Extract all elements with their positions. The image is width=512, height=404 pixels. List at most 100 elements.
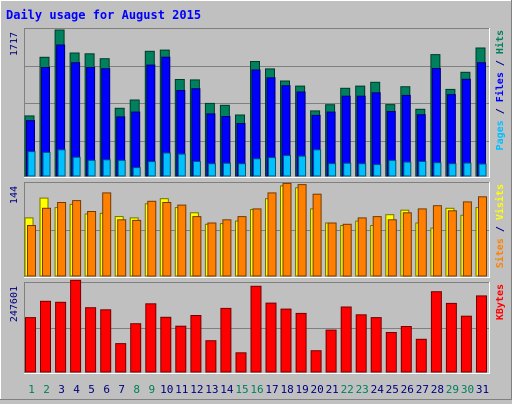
bar-kbytes-day-7 [115, 343, 127, 373]
bar-sites-day-25 [387, 219, 397, 277]
bar-kbytes-day-31 [476, 295, 487, 373]
x-label-day-5: 5 [88, 383, 95, 396]
legend-part: Files [494, 72, 506, 102]
bar-kbytes-day-28 [430, 291, 442, 373]
bar-kbytes-day-5 [85, 307, 97, 373]
x-label-day-19: 19 [295, 383, 308, 396]
x-label-day-15: 15 [235, 383, 248, 396]
bar-sites-day-7 [117, 219, 127, 277]
bar-kbytes-day-12 [190, 315, 202, 373]
bar-kbytes-day-26 [400, 326, 412, 373]
x-label-day-6: 6 [103, 383, 110, 396]
bar-sites-day-4 [72, 200, 82, 277]
bar-sites-day-16 [252, 208, 262, 277]
bar-kbytes-day-9 [145, 303, 157, 373]
bar-kbytes-day-2 [40, 300, 51, 373]
bar-sites-day-27 [417, 208, 427, 277]
bar-kbytes-day-25 [385, 332, 397, 373]
chart-title: Daily usage for August 2015 [6, 8, 201, 22]
legend-part: / [495, 220, 506, 238]
bar-sites-day-12 [192, 216, 202, 277]
bar-kbytes-day-4 [70, 279, 82, 373]
bar-pages-day-19 [298, 155, 307, 177]
x-label-day-20: 20 [310, 383, 323, 396]
bar-sites-day-17 [267, 192, 277, 277]
bar-kbytes-day-14 [220, 307, 232, 373]
bar-files-day-24 [371, 92, 381, 177]
bar-pages-day-9 [147, 161, 156, 177]
x-label-day-4: 4 [73, 383, 80, 396]
bar-sites-day-18 [282, 182, 292, 277]
bar-sites-day-15 [237, 216, 247, 277]
bar-kbytes-day-8 [130, 323, 142, 373]
bar-pages-day-23 [358, 163, 367, 177]
x-label-day-16: 16 [250, 383, 263, 396]
bar-pages-day-17 [268, 157, 276, 177]
bar-pages-day-20 [313, 149, 322, 177]
x-label-day-28: 28 [431, 383, 444, 396]
bar-files-day-30 [461, 78, 471, 177]
bar-pages-day-11 [177, 153, 186, 177]
x-label-day-14: 14 [220, 383, 234, 396]
bar-sites-day-24 [372, 216, 382, 277]
legend-part: Pages [495, 120, 506, 150]
bar-pages-day-21 [328, 163, 337, 177]
x-label-day-31: 31 [476, 383, 489, 396]
bar-sites-day-26 [402, 212, 412, 277]
bar-kbytes-day-18 [280, 308, 292, 373]
panel-middle: 144 Sites / Visits [9, 182, 506, 278]
panel-middle-ymax-label: 144 [9, 186, 20, 204]
bar-sites-day-1 [27, 225, 36, 277]
x-label-day-2: 2 [43, 383, 50, 396]
bar-pages-day-25 [388, 159, 397, 177]
bar-kbytes-day-23 [355, 314, 367, 373]
x-label-day-21: 21 [326, 383, 339, 396]
bar-pages-day-26 [403, 161, 412, 177]
bar-sites-day-19 [297, 184, 307, 277]
bar-pages-day-13 [207, 163, 216, 177]
bar-sites-day-14 [222, 219, 232, 277]
bar-pages-day-6 [102, 159, 111, 177]
panel-bottom-ymax-label: 247601 [9, 286, 20, 322]
bar-pages-day-10 [162, 152, 171, 177]
bar-sites-day-31 [478, 196, 487, 277]
bar-pages-day-22 [343, 162, 352, 177]
bar-kbytes-day-27 [415, 338, 427, 373]
bar-sites-day-3 [57, 202, 67, 277]
bar-pages-day-31 [478, 163, 487, 177]
legend-part: / [495, 54, 506, 72]
bar-pages-day-2 [42, 152, 51, 177]
x-label-day-11: 11 [175, 383, 188, 396]
bar-files-day-31 [477, 62, 486, 177]
x-label-day-13: 13 [205, 383, 218, 396]
x-label-day-22: 22 [341, 383, 354, 396]
x-label-day-30: 30 [461, 383, 474, 396]
bar-sites-day-9 [147, 200, 157, 277]
bar-pages-day-12 [192, 161, 201, 177]
bar-kbytes-day-15 [235, 352, 247, 373]
bar-sites-day-8 [132, 219, 142, 277]
bar-sites-day-29 [447, 210, 457, 277]
bar-sites-day-13 [207, 222, 217, 277]
bar-sites-day-6 [102, 192, 112, 277]
x-axis-day-labels: 1 2 3 4 5 6 7 8 9 10 11 12 13 14 15 16 17 18 19 20 21 22 23 24 2… [28, 383, 489, 396]
x-label-day-17: 17 [265, 383, 278, 396]
x-label-day-9: 9 [148, 383, 155, 396]
x-label-day-10: 10 [160, 383, 173, 396]
x-label-day-7: 7 [118, 383, 125, 396]
bar-pages-day-4 [72, 156, 81, 177]
bar-kbytes-day-13 [205, 340, 217, 373]
bar-pages-day-29 [448, 163, 457, 177]
bar-sites-day-2 [42, 207, 51, 277]
bar-kbytes-day-11 [175, 325, 187, 373]
panel-bottom: 247601 KBytes [9, 279, 506, 374]
bar-pages-day-16 [253, 158, 261, 177]
bar-kbytes-day-17 [265, 302, 277, 373]
panel-top: 1717 Pages / Files / Hits [9, 28, 506, 178]
bar-sites-day-28 [432, 205, 442, 277]
x-label-day-18: 18 [280, 383, 293, 396]
bar-sites-day-20 [312, 193, 322, 277]
bar-kbytes-day-22 [340, 306, 352, 373]
